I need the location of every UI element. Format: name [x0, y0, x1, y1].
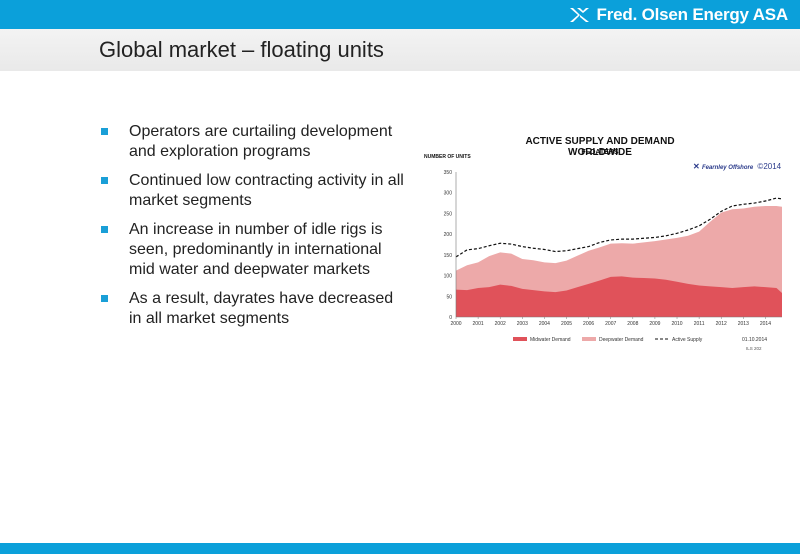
x-tick-label: 2001: [473, 321, 484, 327]
chart-plot: 0 50 100 150 200 250 300 350 2000 2001 2002 2003 200…: [444, 170, 783, 351]
slide-title: Global market – floating units: [99, 37, 384, 62]
bullet-item: As a result, dayrates have decreased in …: [100, 289, 410, 329]
active-supply-line: [455, 197, 783, 258]
y-tick-label: 300: [444, 191, 453, 197]
brand-name: Fred. Olsen Energy ASA: [596, 4, 789, 24]
supply-demand-chart: ACTIVE SUPPLY AND DEMAND WORLDWIDE FLOAT…: [418, 130, 790, 362]
bullet-text: Continued low contracting activity in al…: [129, 172, 404, 209]
x-tick-label: 2000: [450, 321, 461, 327]
legend-label-supply: Active Supply: [672, 337, 703, 343]
source-logo-icon: ✕: [693, 162, 700, 171]
x-tick-label: 2014: [760, 321, 771, 327]
bullet-square-icon: [101, 177, 108, 184]
y-axis-label: NUMBER OF UNITS: [424, 154, 471, 160]
chart-source: ✕ Fearnley Offshore ©2014: [693, 162, 781, 171]
header-bar: Fred. Olsen Energy ASA: [0, 0, 800, 29]
chart-note: ILS 202: [746, 346, 762, 351]
x-tick-label: 2003: [517, 321, 528, 327]
bullet-text: An increase in number of idle rigs is se…: [129, 221, 383, 278]
x-tick-label: 2004: [539, 321, 550, 327]
x-tick-label: 2007: [605, 321, 616, 327]
x-tick-label: 2010: [671, 321, 682, 327]
x-tick-label: 2009: [649, 321, 660, 327]
y-tick-label: 50: [446, 294, 452, 300]
legend-label-midwater: Midwater Demand: [530, 337, 571, 343]
legend-swatch-midwater: [513, 337, 527, 341]
y-tick-label: 100: [444, 274, 453, 280]
x-tick-label: 2012: [716, 321, 727, 327]
x-tick-label: 2013: [738, 321, 749, 327]
bullet-item: Operators are curtailing development and…: [100, 122, 410, 162]
chart-title: ACTIVE SUPPLY AND DEMAND WORLDWIDE: [525, 136, 675, 158]
source-year: ©2014: [757, 162, 782, 171]
x-tick-label: 2002: [495, 321, 506, 327]
legend-label-deepwater: Deepwater Demand: [599, 337, 644, 343]
bullet-text: As a result, dayrates have decreased in …: [129, 290, 394, 327]
brand: Fred. Olsen Energy ASA: [569, 5, 788, 25]
x-tick-label: 2005: [561, 321, 572, 327]
y-tick-label: 200: [444, 232, 453, 238]
chart-subtitle: FLOATERS: [581, 149, 619, 156]
y-tick-label: 0: [449, 315, 452, 321]
legend-swatch-deepwater: [582, 337, 596, 341]
bullet-text: Operators are curtailing development and…: [129, 123, 393, 160]
bullet-item: Continued low contracting activity in al…: [100, 171, 410, 211]
chart-date: 01.10.2014: [742, 337, 767, 343]
bullet-list: Operators are curtailing development and…: [100, 122, 410, 338]
y-tick-label: 150: [444, 253, 453, 259]
x-tick-label: 2008: [627, 321, 638, 327]
y-tick-label: 250: [444, 211, 453, 217]
bullet-square-icon: [101, 295, 108, 302]
bullet-item: An increase in number of idle rigs is se…: [100, 220, 410, 280]
x-tick-label: 2011: [694, 321, 705, 327]
bullet-square-icon: [101, 226, 108, 233]
title-band: Global market – floating units: [0, 29, 800, 71]
source-name: Fearnley Offshore: [701, 165, 754, 171]
fred-olsen-logo-icon: [569, 7, 589, 22]
y-tick-label: 350: [444, 170, 453, 176]
footer-bar: [0, 543, 800, 554]
bullet-square-icon: [101, 128, 108, 135]
midwater-demand-area: [456, 276, 782, 317]
x-tick-label: 2006: [583, 321, 594, 327]
